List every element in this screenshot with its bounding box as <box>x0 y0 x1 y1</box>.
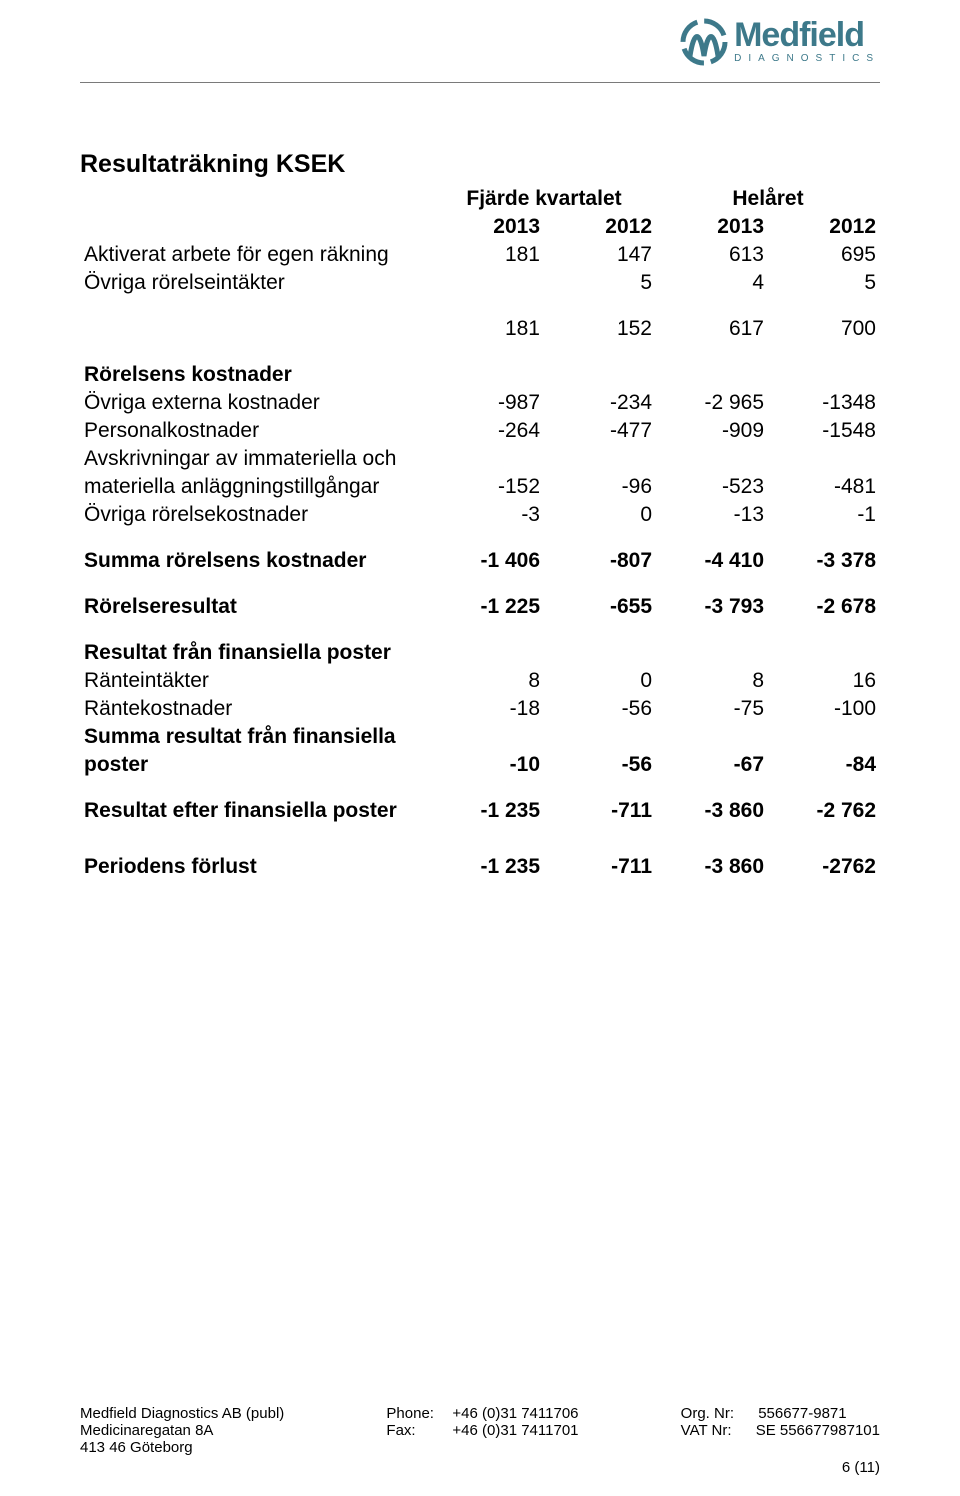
logo-icon <box>680 18 728 66</box>
header-year: Helåret <box>656 185 880 213</box>
vat-value: SE 556677987101 <box>756 1422 880 1439</box>
row-r16: Periodens förlust-1 235-711-3 860-2762 <box>80 853 880 881</box>
income-statement-table: Fjärde kvartalet Helåret 2013 2012 2013 … <box>80 185 880 881</box>
footer-company: Medfield Diagnostics AB (publ) <box>80 1405 284 1422</box>
hy-y1: 2013 <box>656 213 768 241</box>
footer: Medfield Diagnostics AB (publ) Medicinar… <box>80 1405 880 1456</box>
spacer <box>80 621 880 639</box>
header-quarter: Fjärde kvartalet <box>432 185 656 213</box>
org-label: Org. Nr: <box>681 1405 734 1422</box>
spacer <box>80 575 880 593</box>
org-value: 556677-9871 <box>758 1405 846 1422</box>
row-r11: Resultat från finansiella poster <box>80 639 880 667</box>
page-number: 6 (11) <box>842 1459 880 1476</box>
row-r14a: Summa resultat från finansiella <box>80 723 880 751</box>
hy-q1: 2013 <box>432 213 544 241</box>
vat-label: VAT Nr: <box>681 1422 732 1439</box>
logo-text: Medfield DIAGNOSTICS <box>734 18 880 64</box>
row-r8: Övriga rörelsekostnader-30-13-1 <box>80 501 880 529</box>
row-r13: Räntekostnader-18-56-75-100 <box>80 695 880 723</box>
fax-value: +46 (0)31 7411701 <box>452 1422 578 1439</box>
page-title: Resultaträkning KSEK <box>80 150 880 179</box>
spacer <box>80 343 880 361</box>
hy-q2: 2012 <box>544 213 656 241</box>
row-r7b: materiella anläggningstillgångar-152-96-… <box>80 473 880 501</box>
row-r14b: poster-10-56-67-84 <box>80 751 880 779</box>
phone-label: Phone: <box>386 1405 442 1422</box>
footer-left: Medfield Diagnostics AB (publ) Medicinar… <box>80 1405 284 1456</box>
spacer <box>80 297 880 315</box>
spacer <box>80 779 880 797</box>
brand-name: Medfield <box>734 18 880 52</box>
content: Resultaträkning KSEK Fjärde kvartalet He… <box>80 150 880 881</box>
row-r7a: Avskrivningar av immateriella och <box>80 445 880 473</box>
row-r5: Övriga externa kostnader-987-234-2 965-1… <box>80 389 880 417</box>
header-years-row: 2013 2012 2013 2012 <box>80 213 880 241</box>
row-r4: Rörelsens kostnader <box>80 361 880 389</box>
header-group-row: Fjärde kvartalet Helåret <box>80 185 880 213</box>
row-r2: Övriga rörelseintäkter545 <box>80 269 880 297</box>
row-r1: Aktiverat arbete för egen räkning1811476… <box>80 241 880 269</box>
page: Medfield DIAGNOSTICS Resultaträkning KSE… <box>0 0 960 1496</box>
row-r15: Resultat efter finansiella poster-1 235-… <box>80 797 880 825</box>
footer-right: Org. Nr: 556677-9871 VAT Nr: SE 55667798… <box>681 1405 880 1456</box>
brand-sub: DIAGNOSTICS <box>734 54 880 64</box>
hy-y2: 2012 <box>768 213 880 241</box>
phone-value: +46 (0)31 7411706 <box>452 1405 578 1422</box>
fax-label: Fax: <box>386 1422 442 1439</box>
row-r9: Summa rörelsens kostnader-1 406-807-4 41… <box>80 547 880 575</box>
row-r6: Personalkostnader-264-477-909-1548 <box>80 417 880 445</box>
footer-address1: Medicinaregatan 8A <box>80 1422 284 1439</box>
row-r3: 181152617700 <box>80 315 880 343</box>
row-r12: Ränteintäkter80816 <box>80 667 880 695</box>
logo: Medfield DIAGNOSTICS <box>680 18 880 66</box>
footer-mid: Phone: +46 (0)31 7411706 Fax: +46 (0)31 74… <box>386 1405 578 1456</box>
spacer <box>80 529 880 547</box>
row-r10: Rörelseresultat-1 225-655-3 793-2 678 <box>80 593 880 621</box>
spacer <box>80 825 880 853</box>
header-rule <box>80 82 880 83</box>
footer-address2: 413 46 Göteborg <box>80 1439 284 1456</box>
